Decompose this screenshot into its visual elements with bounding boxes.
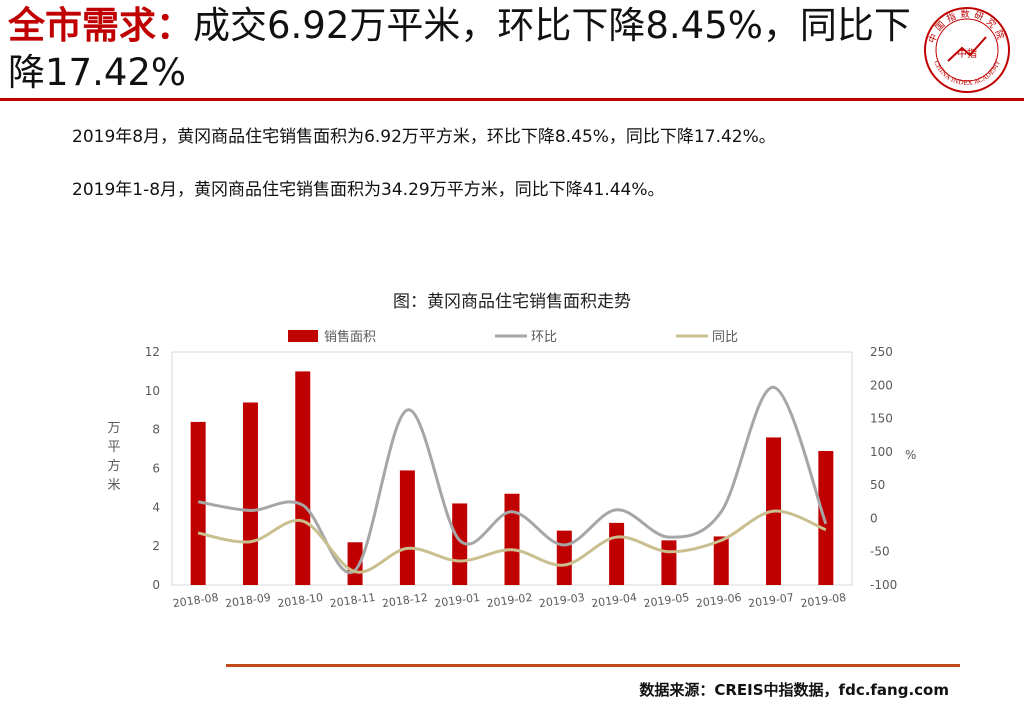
legend-swatch-sales bbox=[288, 330, 318, 342]
right-tick-label: 250 bbox=[870, 345, 893, 359]
right-tick-label: 0 bbox=[870, 511, 878, 525]
title-colon: ： bbox=[156, 4, 193, 47]
bar-sales-area bbox=[190, 421, 206, 585]
left-tick-label: 12 bbox=[145, 345, 160, 359]
left-axis-label: 万平方米 bbox=[107, 421, 120, 493]
legend-label: 销售面积 bbox=[324, 329, 376, 345]
category-label: 2018-12 bbox=[381, 591, 428, 610]
data-source: 数据来源：CREIS中指数据，fdc.fang.com bbox=[639, 681, 949, 699]
right-tick-label: -100 bbox=[870, 578, 897, 592]
left-tick-label: 4 bbox=[152, 500, 160, 514]
category-label: 2019-02 bbox=[486, 591, 533, 610]
bar-sales-area bbox=[452, 503, 468, 585]
bar-sales-area bbox=[818, 451, 834, 585]
category-label: 2019-03 bbox=[538, 591, 585, 610]
logo-center-text: 中指 bbox=[957, 47, 977, 60]
header-divider bbox=[0, 98, 1024, 101]
category-label: 2019-05 bbox=[643, 591, 690, 610]
bar-sales-area bbox=[295, 371, 311, 585]
right-tick-label: 150 bbox=[870, 412, 893, 426]
right-tick-label: 100 bbox=[870, 445, 893, 459]
summary-line-2: 2019年1-8月，黄冈商品住宅销售面积为34.29万平方米，同比下降41.44… bbox=[72, 180, 665, 200]
bar-sales-area bbox=[504, 493, 520, 585]
bar-sales-area bbox=[242, 402, 258, 585]
page-title: 全市需求：成交6.92万平米，环比下降8.45%，同比下降17.42% bbox=[8, 2, 918, 96]
title-rest: 成交6.92万平米，环比下降8.45%，同比下降17.42% bbox=[8, 4, 911, 94]
summary-line-1: 2019年8月，黄冈商品住宅销售面积为6.92万平方米，环比下降8.45%，同比… bbox=[72, 127, 776, 147]
bar-sales-area bbox=[713, 536, 729, 585]
category-label: 2018-08 bbox=[172, 591, 219, 610]
logo-seal: 中国指数研究院 CHINA INDEX ACADEMY 中指 bbox=[924, 7, 1010, 93]
bar-sales-area bbox=[556, 530, 572, 585]
left-tick-label: 2 bbox=[152, 539, 160, 553]
left-tick-label: 0 bbox=[152, 578, 160, 592]
line-yoy bbox=[197, 509, 827, 574]
left-tick-label: 10 bbox=[145, 384, 160, 398]
right-tick-label: -50 bbox=[870, 545, 890, 559]
line-mom bbox=[197, 385, 828, 575]
title-lead: 全市需求 bbox=[8, 4, 156, 47]
right-tick-label: 50 bbox=[870, 478, 885, 492]
bar-sales-area bbox=[399, 470, 415, 585]
chart-title: 图：黄冈商品住宅销售面积走势 bbox=[393, 292, 631, 312]
category-label: 2018-09 bbox=[224, 591, 271, 610]
category-label: 2018-11 bbox=[329, 591, 376, 610]
left-tick-label: 6 bbox=[152, 462, 160, 476]
category-label: 2018-10 bbox=[277, 591, 324, 610]
category-label: 2019-04 bbox=[590, 591, 637, 610]
left-tick-label: 8 bbox=[152, 423, 160, 437]
right-tick-label: 200 bbox=[870, 378, 893, 392]
bar-sales-area bbox=[347, 542, 363, 585]
legend-label: 环比 bbox=[531, 330, 557, 345]
bar-sales-area bbox=[609, 522, 625, 585]
category-label: 2019-06 bbox=[695, 591, 742, 610]
legend-label: 同比 bbox=[712, 330, 738, 345]
bar-sales-area bbox=[661, 540, 677, 585]
category-label: 2019-07 bbox=[747, 591, 794, 610]
category-label: 2019-01 bbox=[434, 591, 481, 610]
footer-divider bbox=[226, 664, 960, 667]
right-axis-label: % bbox=[905, 448, 916, 462]
category-label: 2019-08 bbox=[800, 591, 847, 610]
